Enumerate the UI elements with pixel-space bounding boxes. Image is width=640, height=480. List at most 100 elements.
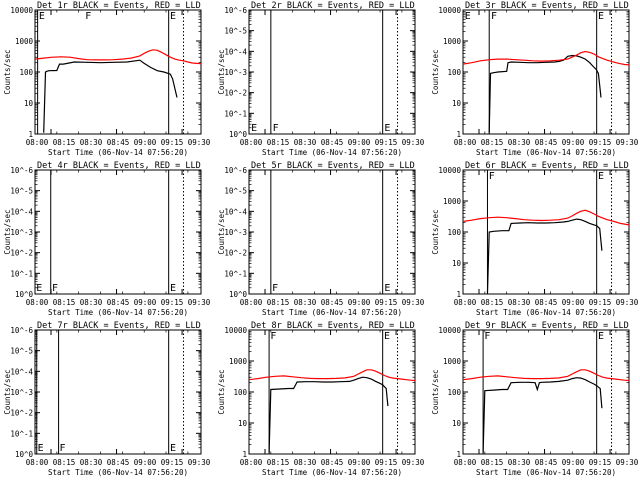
y-tick-label: 10000 (224, 326, 247, 335)
y-axis-label: Counts/sec (3, 369, 12, 414)
y-tick-label: 100 (233, 388, 247, 397)
panel-title: Det 4r BLACK = Events, RED = LLD (37, 161, 201, 171)
x-tick-label: 08:30 (294, 298, 317, 307)
x-axis-label: Start Time (06-Nov-14 07:56:20) (476, 308, 616, 317)
panel-title: Det 5r BLACK = Events, RED = LLD (251, 161, 415, 171)
x-tick-label: 08:30 (80, 138, 103, 147)
marker-e: E (598, 11, 604, 22)
y-tick-label: 10^-1 (224, 109, 247, 118)
x-tick-label: 08:15 (481, 138, 504, 147)
marker-e: E (384, 283, 390, 294)
y-tick-label: 10^-6 (224, 166, 247, 175)
y-tick-label: 10 (452, 419, 462, 428)
x-tick-label: 08:30 (80, 458, 103, 467)
panel-det-3: Det 3r BLACK = Events, RED = LLD 1 10 100 10… (431, 1, 639, 157)
panel-det-6: Det 6r BLACK = Events, RED = LLD 1 10 100 10… (431, 161, 639, 317)
series-events-line (43, 59, 178, 133)
series-lld-line (462, 209, 630, 226)
y-tick-label: 10000 (438, 6, 461, 15)
x-tick-label: 08:15 (267, 458, 290, 467)
marker-e: E (38, 443, 44, 454)
y-tick-label: 10000 (438, 166, 461, 175)
y-tick-label: 1000 (15, 37, 34, 46)
plot-frame (34, 169, 202, 295)
x-tick-label: 08:00 (26, 298, 49, 307)
x-tick-label: 08:00 (26, 138, 49, 147)
plot-frame (462, 329, 630, 455)
x-tick-label: 08:15 (267, 298, 290, 307)
series-lld-line (462, 50, 630, 66)
marker-f: F (272, 283, 278, 294)
marker-f: F (52, 283, 58, 294)
panel-det-4: Det 4r BLACK = Events, RED = LLD 10^0 10^-… (3, 161, 211, 317)
y-tick-label: 10^-3 (10, 228, 33, 237)
x-tick-label: 08:30 (508, 138, 531, 147)
x-tick-label: 08:15 (267, 138, 290, 147)
panel-title: Det 7r BLACK = Events, RED = LLD (37, 321, 201, 331)
x-tick-label: 09:15 (375, 138, 398, 147)
y-tick-label: 10^-5 (224, 187, 247, 196)
marker-e: E (170, 283, 176, 294)
x-tick-label: 09:00 (562, 138, 585, 147)
x-tick-label: 09:15 (375, 458, 398, 467)
y-tick-label: 10^-4 (10, 207, 33, 216)
x-tick-label: 08:00 (240, 298, 263, 307)
x-tick-label: 08:45 (535, 138, 558, 147)
x-tick-label: 09:15 (161, 138, 184, 147)
y-tick-label: 10^-6 (224, 6, 247, 15)
marker-e: E (598, 171, 604, 182)
y-tick-label: 100 (447, 388, 461, 397)
y-tick-label: 1000 (443, 37, 462, 46)
panel-title: Det 9r BLACK = Events, RED = LLD (465, 321, 629, 331)
x-tick-label: 09:00 (134, 138, 157, 147)
x-axis-label: Start Time (06-Nov-14 07:56:20) (262, 148, 402, 157)
x-tick-label: 09:15 (375, 298, 398, 307)
marker-e: E (36, 283, 42, 294)
x-axis-label: Start Time (06-Nov-14 07:56:20) (476, 148, 616, 157)
marker-e: E (170, 11, 176, 22)
marker-f: F (491, 11, 497, 22)
x-tick-label: 09:15 (589, 458, 612, 467)
y-tick-label: 10 (452, 259, 462, 268)
panel-title: Det 3r BLACK = Events, RED = LLD (465, 1, 629, 11)
marker-e: E (170, 443, 176, 454)
y-tick-label: 10^-4 (224, 47, 247, 56)
x-tick-label: 09:30 (188, 298, 211, 307)
x-tick-label: 08:30 (508, 298, 531, 307)
panel-title: Det 6r BLACK = Events, RED = LLD (465, 161, 629, 171)
y-tick-label: 10^0 (15, 290, 34, 299)
marker-e: E (384, 123, 390, 134)
x-axis-label: Start Time (06-Nov-14 07:56:20) (48, 468, 188, 477)
y-tick-label: 10^-4 (224, 207, 247, 216)
x-tick-label: 08:15 (481, 298, 504, 307)
x-tick-label: 08:45 (321, 458, 344, 467)
x-tick-label: 08:30 (80, 298, 103, 307)
y-tick-label: 100 (447, 68, 461, 77)
x-tick-label: 09:30 (616, 458, 639, 467)
x-axis-label: Start Time (06-Nov-14 07:56:20) (48, 148, 188, 157)
y-tick-label: 1 (28, 130, 33, 139)
y-tick-label: 10^-3 (10, 388, 33, 397)
marker-f: F (273, 123, 279, 134)
panel-title: Det 2r BLACK = Events, RED = LLD (251, 1, 415, 11)
x-tick-label: 08:45 (107, 298, 130, 307)
plot-frame (248, 329, 416, 455)
panel-det-2: Det 2r BLACK = Events, RED = LLD 10^0 10^-… (217, 1, 425, 157)
x-tick-label: 09:15 (589, 298, 612, 307)
plot-frame (248, 9, 416, 135)
x-tick-label: 09:15 (589, 138, 612, 147)
panel-det-5: Det 5r BLACK = Events, RED = LLD 10^0 10^-… (217, 161, 425, 317)
series-lld-line (462, 369, 630, 382)
x-axis-label: Start Time (06-Nov-14 07:56:20) (262, 308, 402, 317)
x-tick-label: 08:30 (294, 458, 317, 467)
x-tick-label: 08:00 (454, 298, 477, 307)
x-tick-label: 09:00 (348, 138, 371, 147)
plot-frame (34, 329, 202, 455)
y-axis-label: Counts/sec (217, 49, 226, 94)
x-tick-label: 09:30 (188, 138, 211, 147)
y-tick-label: 10^-1 (10, 429, 33, 438)
y-tick-label: 10^-6 (10, 326, 33, 335)
y-axis-label: Counts/sec (431, 209, 440, 254)
y-tick-label: 100 (19, 68, 33, 77)
